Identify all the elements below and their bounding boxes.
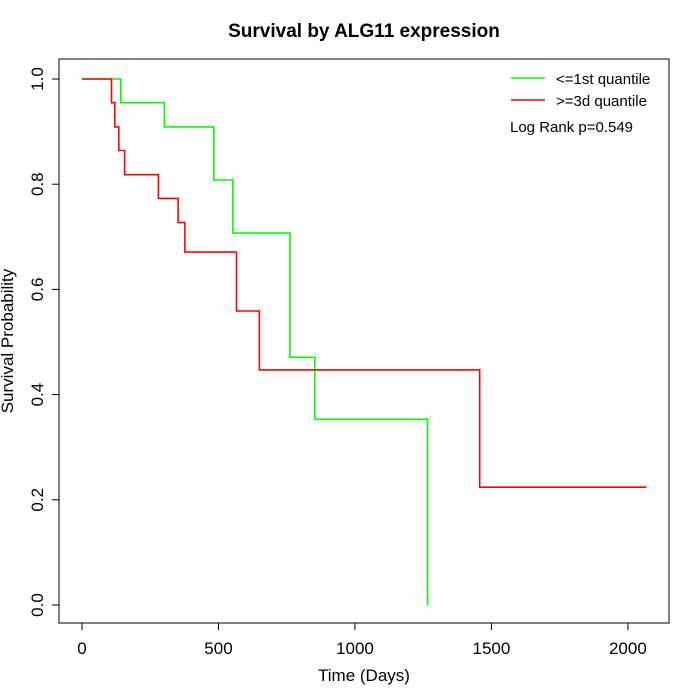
- x-tick-label: 500: [204, 639, 232, 658]
- y-tick-label: 0.8: [28, 172, 47, 196]
- y-axis-label: Survival Probability: [0, 268, 17, 413]
- legend: <=1st quantile >=3d quantile: [511, 71, 650, 110]
- y-tick-label: 0.0: [28, 593, 47, 617]
- series-line-low: [82, 78, 429, 605]
- chart-title: Survival by ALG11 expression: [228, 21, 500, 42]
- x-axis-label: Time (Days): [318, 666, 410, 685]
- legend-label-low: <=1st quantile: [556, 71, 650, 88]
- series-layer: [82, 78, 647, 605]
- legend-label-high: >=3d quantile: [556, 93, 647, 110]
- plot-frame: [58, 58, 670, 624]
- y-tick-label: 0.2: [28, 488, 47, 512]
- x-tick-label: 1000: [336, 639, 374, 658]
- x-tick-label: 0: [77, 639, 86, 658]
- y-tick-label: 0.4: [28, 383, 47, 407]
- series-line-high: [82, 78, 647, 488]
- x-tick-label: 1500: [473, 639, 511, 658]
- x-tick-label: 2000: [609, 639, 647, 658]
- y-tick-label: 1.0: [28, 67, 47, 91]
- y-axis: 0.0 0.2 0.4 0.6 0.8 1.0: [28, 67, 60, 617]
- x-axis: 0 500 1000 1500 2000: [77, 622, 647, 658]
- y-tick-label: 0.6: [28, 278, 47, 302]
- log-rank-annotation: Log Rank p=0.549: [510, 119, 633, 136]
